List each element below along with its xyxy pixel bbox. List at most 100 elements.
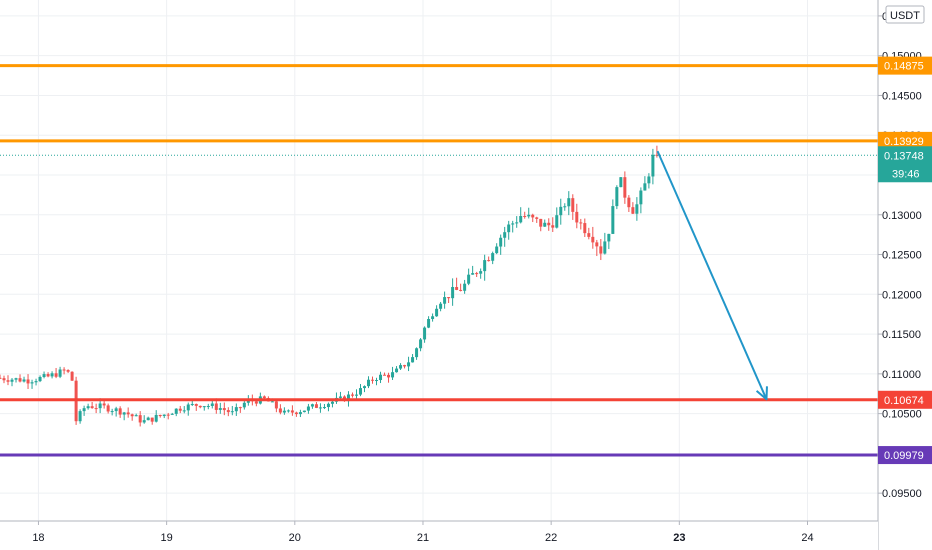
- candle: [579, 218, 583, 230]
- candle: [511, 220, 515, 233]
- candle: [10, 378, 14, 387]
- candle: [358, 384, 362, 397]
- candle: [6, 375, 10, 386]
- candle: [507, 220, 511, 240]
- candle: [575, 203, 579, 229]
- candle: [447, 297, 451, 303]
- candle: [423, 326, 427, 343]
- candle: [411, 354, 415, 363]
- level-price-label: 0.13929: [884, 136, 924, 148]
- candle: [90, 401, 94, 409]
- time-tick-label: 23: [673, 532, 685, 544]
- candle: [403, 364, 407, 369]
- candle: [234, 403, 238, 416]
- currency-badge[interactable]: USDT: [885, 5, 925, 24]
- price-tick-label: 0.12000: [882, 289, 922, 301]
- candle: [499, 234, 503, 255]
- candlestick-series: [0, 145, 659, 427]
- candle: [427, 316, 431, 329]
- candle: [0, 374, 2, 379]
- time-axis-ticks: 18 19 20 21 22 23 24: [32, 521, 814, 544]
- candle: [399, 363, 403, 371]
- candle: [26, 374, 30, 389]
- candle: [302, 410, 306, 413]
- candle: [194, 403, 198, 411]
- projection-arrow[interactable]: [656, 150, 768, 401]
- candle: [130, 413, 134, 421]
- candle: [18, 374, 22, 383]
- candle: [146, 416, 150, 421]
- candle: [314, 401, 318, 409]
- candle: [22, 376, 26, 383]
- candle: [350, 392, 354, 398]
- candle: [322, 403, 326, 410]
- candle: [471, 265, 475, 275]
- time-tick-label: 24: [801, 532, 813, 544]
- candle: [391, 366, 395, 380]
- candle: [226, 407, 230, 417]
- candle: [310, 403, 314, 409]
- time-axis[interactable]: 18 19 20 21 22 23 24: [0, 520, 878, 550]
- candle: [415, 347, 419, 360]
- candle: [210, 400, 214, 409]
- candle: [70, 371, 74, 381]
- candle: [38, 375, 42, 383]
- candle: [567, 191, 571, 216]
- candle: [166, 412, 170, 420]
- price-tick-label: 0.13000: [882, 210, 922, 222]
- last-price-label: 0.13748: [884, 150, 924, 162]
- candle: [46, 372, 50, 378]
- candle: [170, 412, 174, 415]
- candle: [154, 410, 158, 423]
- candle: [174, 408, 178, 417]
- time-tick-label: 22: [545, 532, 557, 544]
- price-axis-tags: 0.14875 0.13929 0.10674 0.09979 0.13748 39:46: [878, 56, 932, 465]
- candle: [463, 279, 467, 294]
- candle: [623, 171, 627, 204]
- level-price-tag: 0.10674: [878, 390, 932, 409]
- candle: [206, 403, 210, 410]
- candle: [162, 414, 166, 419]
- candle: [547, 218, 551, 231]
- candle: [627, 195, 631, 213]
- price-axis[interactable]: 0.155000.150000.145000.140000.135000.130…: [877, 0, 932, 550]
- candle: [595, 239, 599, 257]
- candle: [278, 404, 282, 415]
- candle: [495, 243, 499, 255]
- candle: [102, 399, 106, 409]
- candle: [607, 233, 611, 250]
- candle: [86, 403, 90, 410]
- candle: [531, 213, 535, 223]
- candle: [523, 211, 527, 219]
- candle: [379, 371, 383, 384]
- candle: [387, 372, 391, 383]
- candle: [591, 226, 595, 249]
- candle: [527, 207, 531, 219]
- candle: [50, 371, 54, 379]
- candle: [559, 198, 563, 225]
- price-tick-label: 0.10500: [882, 409, 922, 421]
- candle: [587, 227, 591, 240]
- candle: [551, 217, 555, 232]
- candle: [290, 405, 294, 416]
- candle: [54, 367, 58, 379]
- candle: [619, 177, 623, 188]
- candle: [186, 402, 190, 416]
- candle: [306, 403, 310, 414]
- candle: [62, 367, 66, 375]
- countdown-label: 39:46: [892, 168, 920, 180]
- candle: [202, 405, 206, 411]
- time-tick-label: 18: [32, 532, 44, 544]
- time-tick-label: 20: [289, 532, 301, 544]
- price-tick-label: 0.09500: [882, 488, 922, 500]
- horizontal-levels[interactable]: [0, 64, 878, 457]
- candle: [643, 176, 647, 191]
- candle: [475, 271, 479, 277]
- candle: [58, 366, 62, 379]
- candle: [30, 379, 34, 389]
- candle: [34, 378, 38, 386]
- arrow-head: [755, 386, 768, 401]
- candle: [362, 385, 366, 393]
- candle: [563, 203, 567, 211]
